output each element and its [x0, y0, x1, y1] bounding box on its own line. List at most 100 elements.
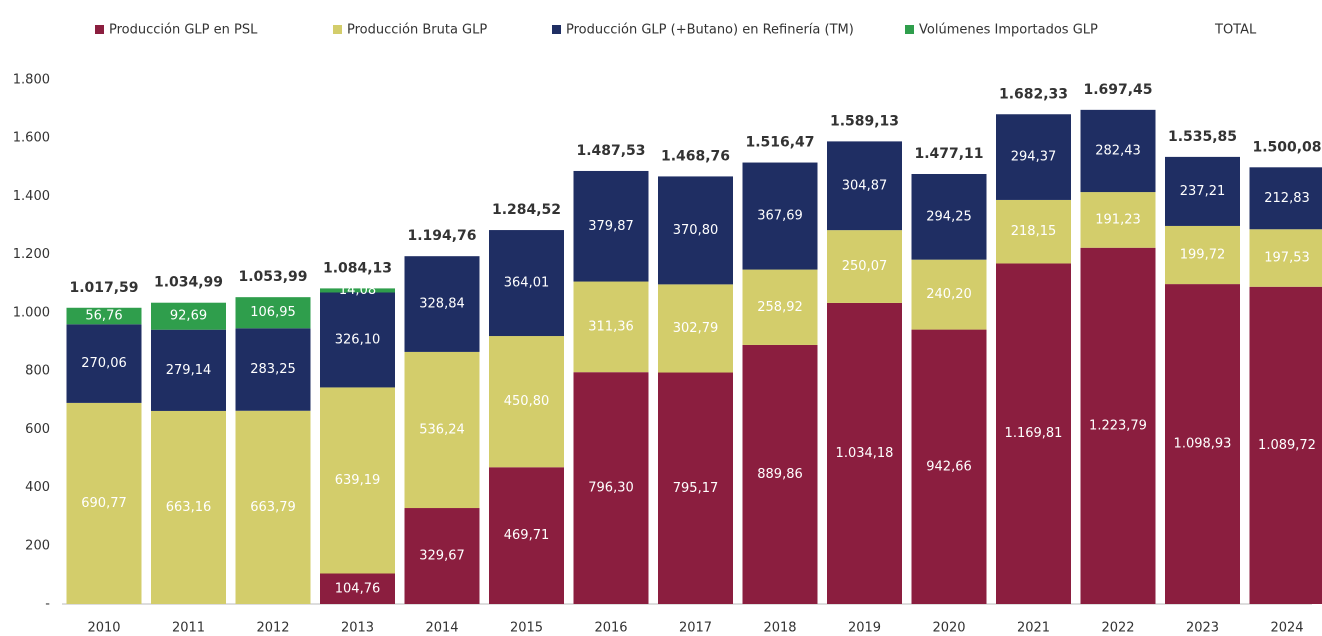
- bar-segment: [658, 372, 733, 604]
- bar-segment: [573, 281, 649, 373]
- value-label: 1.098,93: [1174, 437, 1232, 452]
- value-label: 302,79: [673, 321, 719, 336]
- value-label: 663,79: [250, 500, 296, 515]
- total-label: 1.589,13: [830, 113, 899, 129]
- bar-segment: [658, 284, 733, 373]
- value-label: 364,01: [504, 276, 550, 291]
- bar-segment: [996, 114, 1071, 200]
- bar-segment: [320, 387, 395, 574]
- value-label: 536,24: [419, 422, 465, 437]
- x-tick-label: 2022: [1101, 621, 1134, 636]
- total-label: 1.017,59: [69, 280, 138, 296]
- total-label: 1.500,08: [1252, 139, 1321, 155]
- legend-swatch: [333, 25, 342, 34]
- value-label: 56,76: [85, 309, 122, 324]
- y-tick-label: 600: [25, 422, 50, 437]
- value-label: 92,69: [170, 309, 207, 324]
- value-label: 450,80: [504, 394, 550, 409]
- value-label: 106,95: [250, 305, 296, 320]
- total-label: 1.682,33: [999, 86, 1068, 102]
- bar-segment: [320, 292, 395, 388]
- bar-segment: [1165, 225, 1240, 285]
- value-label: 14,08: [339, 283, 376, 298]
- bar-segment: [573, 170, 649, 282]
- legend-label: Producción GLP en PSL: [109, 23, 258, 38]
- y-tick-label: 400: [25, 480, 50, 495]
- value-label: 329,67: [419, 549, 465, 564]
- total-label: 1.516,47: [745, 135, 814, 151]
- y-tick-label: 1.400: [13, 189, 50, 204]
- value-label: 1.169,81: [1005, 426, 1063, 441]
- bar-segment: [911, 259, 987, 330]
- y-tick-label: 1.200: [13, 247, 50, 262]
- bar-segment: [320, 573, 395, 604]
- legend-label: Producción Bruta GLP: [347, 23, 487, 38]
- x-tick-label: 2010: [87, 621, 120, 636]
- value-label: 240,20: [926, 287, 972, 302]
- value-label: 283,25: [250, 362, 296, 377]
- legend-label: Volúmenes Importados GLP: [919, 23, 1098, 38]
- bar-segment: [404, 508, 480, 604]
- bar-segment: [911, 329, 987, 604]
- total-label: 1.697,45: [1083, 82, 1152, 98]
- bar-segment: [573, 372, 649, 604]
- total-label: 1.535,85: [1168, 129, 1237, 145]
- bar-segment: [996, 199, 1071, 264]
- bar-segment: [404, 256, 480, 352]
- value-label: 796,30: [588, 481, 634, 496]
- value-label: 250,07: [842, 259, 888, 274]
- x-tick-label: 2019: [848, 621, 881, 636]
- total-label: 1.034,99: [154, 275, 223, 291]
- legend-label: Producción GLP (+Butano) en Refinería (T…: [566, 23, 854, 38]
- bar-segment: [742, 269, 818, 345]
- bar-segment: [320, 288, 395, 293]
- bar-segment: [151, 410, 226, 604]
- bar-segment: [1165, 156, 1240, 226]
- x-tick-label: 2023: [1186, 621, 1219, 636]
- value-label: 1.089,72: [1258, 438, 1316, 453]
- bar-segment: [1080, 247, 1156, 604]
- value-label: 328,84: [419, 297, 465, 312]
- bar-segment: [151, 329, 226, 411]
- value-label: 294,25: [926, 209, 972, 224]
- x-tick-label: 2017: [679, 621, 712, 636]
- value-label: 104,76: [335, 581, 381, 596]
- x-tick-label: 2020: [932, 621, 965, 636]
- y-tick-label: 1.800: [13, 73, 50, 88]
- bar-segment: [1249, 286, 1322, 604]
- x-tick-label: 2012: [256, 621, 289, 636]
- bar-segment: [489, 467, 564, 604]
- bar-segment: [404, 351, 480, 509]
- bar-segment: [996, 263, 1071, 604]
- value-label: 1.223,79: [1089, 418, 1147, 433]
- value-label: 191,23: [1095, 212, 1141, 227]
- value-label: 282,43: [1095, 143, 1141, 158]
- value-label: 889,86: [757, 467, 803, 482]
- bar-segment: [66, 402, 142, 604]
- y-tick-label: -: [45, 597, 50, 612]
- y-tick-label: 1.600: [13, 131, 50, 146]
- value-label: 258,92: [757, 300, 803, 315]
- value-label: 197,53: [1264, 251, 1310, 266]
- total-label: 1.284,52: [492, 202, 561, 218]
- x-tick-label: 2011: [172, 621, 205, 636]
- x-tick-label: 2024: [1270, 621, 1303, 636]
- bar-segment: [742, 162, 818, 270]
- value-label: 218,15: [1011, 224, 1057, 239]
- y-tick-label: 1.000: [13, 305, 50, 320]
- legend-swatch: [905, 25, 914, 34]
- legend-swatch: [95, 25, 104, 34]
- bar-segment: [1249, 229, 1322, 287]
- value-label: 469,71: [504, 528, 550, 543]
- total-label: 1.194,76: [407, 228, 476, 244]
- value-label: 294,37: [1011, 150, 1057, 165]
- bar-segment: [827, 230, 902, 303]
- value-label: 199,72: [1180, 248, 1226, 263]
- x-tick-label: 2015: [510, 621, 543, 636]
- value-label: 304,87: [842, 178, 888, 193]
- legend-swatch: [552, 25, 561, 34]
- bar-segment: [658, 176, 733, 285]
- x-tick-label: 2013: [341, 621, 374, 636]
- bar-segment: [911, 173, 987, 260]
